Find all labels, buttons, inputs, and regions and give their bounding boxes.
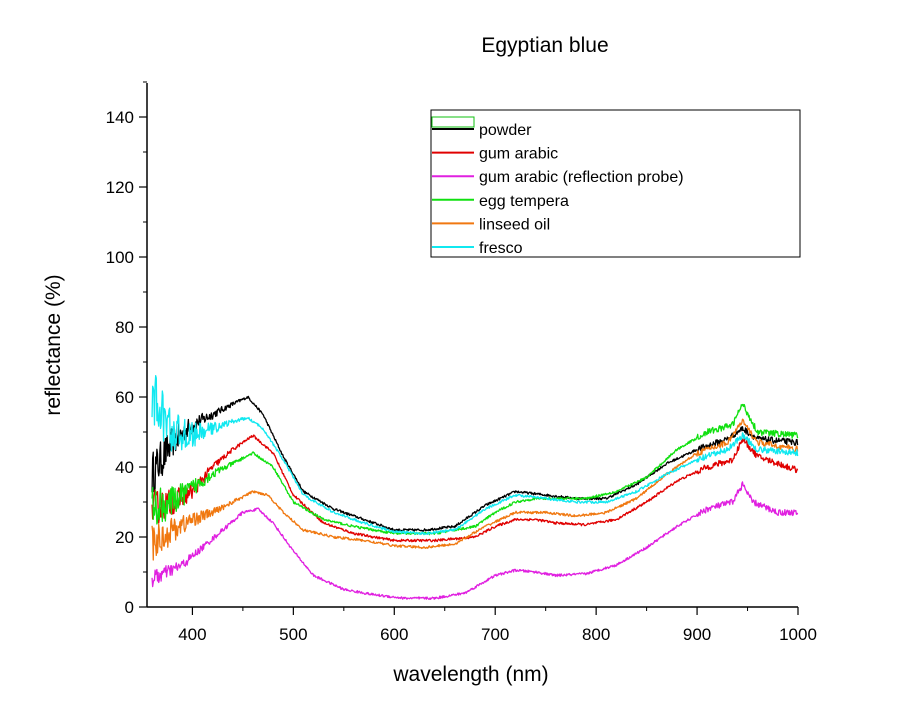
x-tick-label: 500 bbox=[279, 625, 307, 644]
legend-label: gum arabic (reflection probe) bbox=[479, 169, 684, 186]
series-line-powder bbox=[151, 395, 799, 532]
legend-label: linseed oil bbox=[479, 216, 550, 233]
chart-title: Egyptian blue bbox=[481, 34, 608, 57]
y-tick-label: 100 bbox=[106, 248, 134, 267]
y-tick-label: 140 bbox=[106, 108, 134, 127]
x-tick-label: 800 bbox=[582, 625, 610, 644]
legend-label: egg tempera bbox=[479, 193, 569, 210]
y-tick-label: 120 bbox=[106, 178, 134, 197]
y-tick-label: 0 bbox=[125, 598, 134, 617]
x-tick-label: 700 bbox=[481, 625, 509, 644]
y-ticks: 0 20 40 60 80 100 120 140 bbox=[106, 81, 147, 617]
series-line-gum-arabic bbox=[151, 434, 799, 543]
legend-sample-box bbox=[431, 116, 475, 128]
series-line-linseed-oil bbox=[151, 418, 799, 561]
series-line-fresco bbox=[151, 374, 799, 536]
x-tick-label: 600 bbox=[380, 625, 408, 644]
legend-label: gum arabic bbox=[479, 146, 558, 163]
x-ticks: 400 500 600 700 800 900 1000 bbox=[178, 607, 817, 644]
legend-box bbox=[430, 109, 801, 258]
y-tick-label: 20 bbox=[115, 528, 134, 547]
y-axis-label: reflectance (%) bbox=[42, 274, 65, 415]
series-group bbox=[151, 374, 799, 600]
x-tick-label: 400 bbox=[178, 625, 206, 644]
legend: powder gum arabic gum arabic (reflection p… bbox=[430, 109, 801, 258]
x-tick-label: 1000 bbox=[779, 625, 817, 644]
y-tick-label: 40 bbox=[115, 458, 134, 477]
y-tick-label: 80 bbox=[115, 318, 134, 337]
series-line-gum-arabic-reflection-probe- bbox=[151, 481, 799, 600]
x-axis-label: wavelength (nm) bbox=[392, 663, 548, 686]
legend-label: fresco bbox=[479, 240, 523, 257]
legend-label: powder bbox=[479, 122, 532, 139]
x-tick-label: 900 bbox=[683, 625, 711, 644]
series-line-egg-tempera bbox=[151, 403, 799, 536]
y-tick-label: 60 bbox=[115, 388, 134, 407]
legend-items: powder gum arabic gum arabic (reflection p… bbox=[432, 122, 684, 257]
